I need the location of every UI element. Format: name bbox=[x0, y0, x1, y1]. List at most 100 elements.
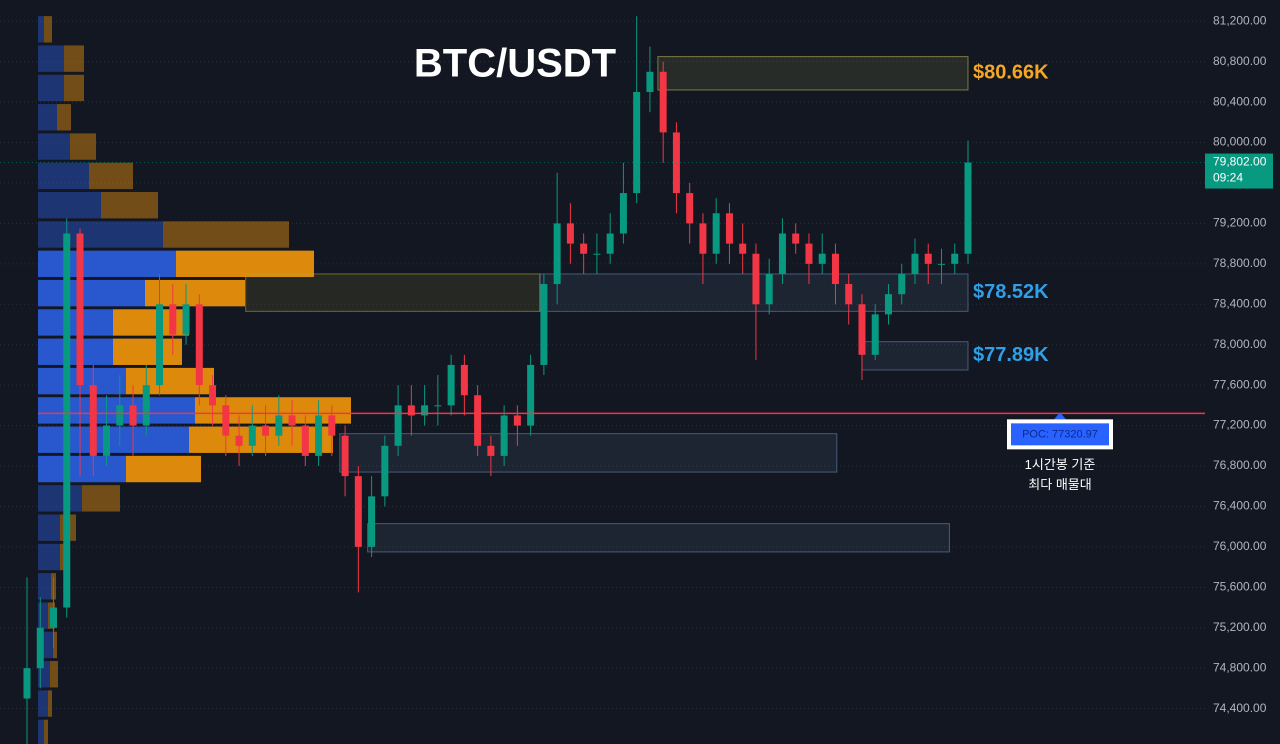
zone-label: $80.66K bbox=[973, 62, 1049, 84]
profile-sell bbox=[189, 426, 333, 453]
profile-buy bbox=[38, 309, 113, 336]
y-tick-label: 74,400.00 bbox=[1213, 701, 1267, 715]
candle-body bbox=[354, 476, 362, 547]
profile-sell bbox=[50, 661, 58, 688]
profile-sell bbox=[48, 690, 52, 717]
zone-label: $77.89K bbox=[973, 344, 1049, 366]
candle-body bbox=[368, 496, 376, 547]
candle-body bbox=[659, 71, 667, 133]
candle-body bbox=[937, 263, 945, 265]
candle-body bbox=[871, 314, 879, 355]
candle-body bbox=[487, 445, 495, 456]
profile-sell bbox=[176, 250, 314, 278]
candle-body bbox=[116, 405, 124, 426]
candle-body bbox=[606, 233, 614, 254]
poc-label: POC: 77320.97 bbox=[1022, 428, 1098, 440]
y-tick-label: 74,800.00 bbox=[1213, 660, 1267, 674]
candle-body bbox=[394, 405, 402, 446]
profile-buy bbox=[38, 45, 64, 72]
candle-body bbox=[142, 385, 150, 426]
candle-body bbox=[129, 405, 137, 426]
candle-body bbox=[341, 435, 349, 477]
profile-buy bbox=[38, 514, 60, 541]
candle-body bbox=[752, 253, 760, 305]
poc-note: 1시간봉 기준 bbox=[1025, 457, 1096, 472]
candle-body bbox=[474, 395, 482, 446]
candle-body bbox=[50, 607, 58, 628]
candle-body bbox=[195, 304, 203, 386]
candle-body bbox=[500, 415, 508, 456]
profile-sell bbox=[64, 74, 84, 102]
candle-body bbox=[262, 425, 270, 436]
profile-buy bbox=[38, 221, 163, 248]
candle-body bbox=[858, 304, 866, 355]
candle-body bbox=[792, 233, 800, 244]
candle-body bbox=[765, 273, 773, 305]
candle-body bbox=[381, 445, 389, 497]
profile-sell bbox=[101, 192, 158, 219]
profile-buy bbox=[38, 543, 60, 571]
candle-body bbox=[646, 71, 654, 92]
profile-sell bbox=[145, 279, 245, 307]
candle-body bbox=[884, 294, 892, 315]
profile-buy bbox=[38, 74, 64, 102]
candle-body bbox=[712, 213, 720, 254]
candle-body bbox=[739, 243, 747, 254]
price-zone bbox=[339, 433, 838, 473]
y-tick-label: 80,800.00 bbox=[1213, 54, 1267, 68]
candle-body bbox=[725, 213, 733, 244]
candle-body bbox=[818, 253, 826, 264]
profile-sell bbox=[64, 45, 84, 72]
candle-body bbox=[328, 415, 336, 436]
candle-body bbox=[619, 193, 627, 234]
profile-buy bbox=[38, 426, 189, 453]
candle-body bbox=[169, 304, 177, 335]
y-tick-label: 78,800.00 bbox=[1213, 256, 1267, 270]
profile-buy bbox=[38, 455, 126, 483]
y-tick-label: 75,600.00 bbox=[1213, 579, 1267, 593]
candle-body bbox=[553, 223, 561, 285]
candle-body bbox=[288, 415, 296, 426]
profile-sell bbox=[53, 631, 57, 659]
profile-sell bbox=[70, 133, 96, 160]
y-tick-label: 77,600.00 bbox=[1213, 377, 1267, 391]
y-tick-label: 79,200.00 bbox=[1213, 216, 1267, 230]
profile-buy bbox=[38, 279, 145, 307]
candle-body bbox=[964, 162, 972, 254]
profile-sell bbox=[44, 16, 52, 43]
candle-body bbox=[36, 627, 44, 669]
chart-title: BTC/USDT bbox=[414, 42, 616, 86]
price-zone bbox=[245, 273, 541, 312]
profile-sell bbox=[113, 309, 189, 336]
profile-buy bbox=[38, 16, 44, 43]
candle-body bbox=[566, 223, 574, 244]
profile-buy bbox=[38, 162, 89, 190]
candle-body bbox=[222, 405, 230, 436]
profile-sell bbox=[44, 719, 48, 744]
candle-body bbox=[407, 405, 415, 416]
poc-pointer bbox=[1054, 412, 1066, 420]
y-tick-label: 78,400.00 bbox=[1213, 296, 1267, 310]
candle-body bbox=[924, 253, 932, 264]
profile-buy bbox=[38, 690, 48, 717]
y-tick-label: 80,000.00 bbox=[1213, 135, 1267, 149]
last-price-label: 79,802.00 bbox=[1213, 155, 1267, 169]
candle-body bbox=[527, 364, 535, 426]
profile-sell bbox=[113, 338, 182, 365]
profile-sell bbox=[195, 397, 351, 424]
profile-buy bbox=[38, 104, 57, 131]
candle-body bbox=[275, 415, 283, 436]
candle-body bbox=[778, 233, 786, 274]
y-tick-label: 81,200.00 bbox=[1213, 13, 1267, 27]
candle-body bbox=[447, 364, 455, 406]
profile-buy bbox=[38, 573, 51, 600]
y-tick-label: 78,000.00 bbox=[1213, 337, 1267, 351]
candle-body bbox=[831, 253, 839, 285]
profile-buy bbox=[38, 485, 82, 512]
price-zone bbox=[657, 56, 969, 91]
profile-sell bbox=[163, 221, 289, 248]
candle-body bbox=[89, 385, 97, 456]
